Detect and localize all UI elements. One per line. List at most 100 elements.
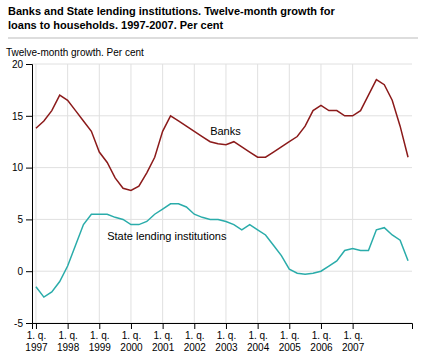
grid-line-y: [32, 271, 412, 272]
y-axis: -5 0 5 10 15 20: [12, 59, 33, 329]
x-tick-label: 1. q.2006: [310, 330, 333, 353]
divider: [8, 38, 418, 39]
x-tick-label: 1. q.2004: [247, 330, 270, 353]
title: Banks and State lending institutions. Tw…: [8, 5, 335, 31]
x-tick-label-line: 1. q.: [343, 330, 362, 341]
grid-line-x: [35, 64, 36, 323]
grid-line-x: [194, 64, 195, 323]
x-tick-label-line: 1. q.: [27, 330, 46, 341]
x-tick: 1. q.2005: [279, 323, 302, 353]
x-tick-label-line: 1. q.: [122, 330, 141, 341]
x-tick: 1. q.2002: [184, 323, 207, 353]
y-tick-mark: [26, 64, 32, 65]
x-tick-mark: [194, 323, 195, 329]
x-tick: 1. q.1997: [25, 323, 48, 353]
x-tick: 1. q.2003: [215, 323, 238, 353]
x-tick-label: 1. q.1998: [57, 330, 80, 353]
y-tick-mark: [26, 168, 32, 169]
y-tick: 15: [12, 111, 32, 122]
x-tick-label-line: 2003: [215, 342, 238, 353]
x-tick-mark: [353, 323, 354, 329]
x-tick: 1. q.2004: [247, 323, 270, 353]
x-tick: 1. q.2000: [120, 323, 143, 353]
y-tick: 20: [12, 59, 32, 70]
plot-area: [36, 80, 408, 298]
x-tick-label-line: 1. q.: [217, 330, 236, 341]
x-tick-label: 1. q.1997: [25, 330, 48, 353]
x-tick-mark: [258, 323, 259, 329]
x-tick-label-line: 1997: [25, 342, 48, 353]
series-line: [36, 80, 408, 191]
y-tick: 10: [12, 162, 32, 173]
x-tick-mark: [163, 323, 164, 329]
x-tick-label-line: 1998: [57, 342, 80, 353]
x-tick-label: 1. q.2003: [215, 330, 238, 353]
x-tick-label-line: 2007: [342, 342, 365, 353]
x-tick-mark: [226, 323, 227, 329]
grid-line-x: [289, 64, 290, 323]
title-line: loans to households. 1997-2007. Per cent: [8, 19, 224, 31]
x-tick-label-line: 2001: [152, 342, 175, 353]
x-tick-label: 1. q.1999: [89, 330, 112, 353]
x-axis-line: [33, 324, 413, 330]
x-tick-label: 1. q.2005: [279, 330, 302, 353]
x-tick-label-line: 1. q.: [185, 330, 204, 341]
grid-line-x: [67, 64, 68, 323]
y-tick: 0: [17, 266, 32, 277]
x-tick-mark: [289, 323, 290, 329]
x-tick-mark: [99, 323, 100, 329]
y-tick-label: -5: [14, 318, 23, 329]
x-tick-mark: [36, 323, 37, 329]
y-tick-label: 10: [12, 162, 24, 173]
grid-line-x: [130, 64, 131, 323]
y-tick-mark: [26, 271, 32, 272]
x-tick: 1. q.1998: [57, 323, 80, 353]
y-tick: -5: [14, 318, 32, 329]
x-tick-label-line: 1. q.: [90, 330, 109, 341]
grid-line-x: [99, 64, 100, 323]
x-tick-label-line: 1. q.: [280, 330, 299, 341]
x-tick-label: 1. q.2000: [120, 330, 143, 353]
y-axis-title: Twelve-month growth. Per cent: [6, 47, 144, 58]
x-tick-mark: [68, 323, 69, 329]
x-tick-label: 1. q.2001: [152, 330, 175, 353]
grid-line-x: [352, 64, 353, 323]
x-tick-label-line: 1. q.: [58, 330, 77, 341]
y-tick-label: 0: [17, 266, 23, 277]
grid-line-x: [162, 64, 163, 323]
grid-line-y: [32, 167, 412, 168]
x-tick: 1. q.2001: [152, 323, 175, 353]
grid-line-x: [257, 64, 258, 323]
y-tick-label: 5: [17, 214, 23, 225]
title-line: Banks and State lending institutions. Tw…: [8, 5, 335, 17]
x-tick-mark: [321, 323, 322, 329]
x-tick: 1. q.1999: [89, 323, 112, 353]
chart: Banks and State lending institutions. Tw…: [0, 0, 426, 357]
x-tick-mark: [131, 323, 132, 329]
x-tick: 1. q.2006: [310, 323, 333, 353]
x-tick-label: 1. q.2002: [184, 330, 207, 353]
grid: [32, 64, 412, 323]
y-tick-mark: [26, 116, 32, 117]
grid-line-x: [320, 64, 321, 323]
y-tick-label: 15: [12, 111, 24, 122]
x-tick: 1. q.2007: [342, 323, 365, 353]
x-tick-label-line: 2002: [184, 342, 207, 353]
x-tick-label-line: 1. q.: [153, 330, 172, 341]
y-tick-mark: [26, 323, 32, 324]
grid-line-y: [32, 64, 412, 65]
x-tick-label: 1. q.2007: [342, 330, 365, 353]
x-tick-label-line: 2005: [279, 342, 302, 353]
x-tick-label-line: 1999: [89, 342, 112, 353]
y-tick: 5: [17, 214, 32, 225]
x-axis: 1. q.19971. q.19981. q.19991. q.20001. q…: [25, 323, 412, 353]
inline-labels: BanksState lending institutions: [107, 125, 241, 243]
x-tick-label-line: 1. q.: [248, 330, 267, 341]
x-tick-label-line: 2004: [247, 342, 270, 353]
grid-line-x: [225, 64, 226, 323]
series-label: State lending institutions: [107, 230, 227, 242]
y-tick-mark: [26, 219, 32, 220]
grid-line-y: [32, 115, 412, 116]
y-tick-label: 20: [12, 59, 24, 70]
series-line: [36, 204, 408, 297]
